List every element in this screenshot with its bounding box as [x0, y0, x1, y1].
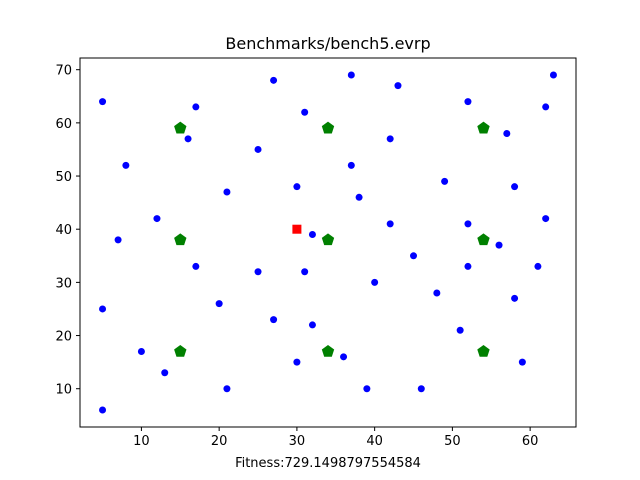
customer-point [355, 193, 363, 201]
customer-point [495, 241, 503, 249]
customer-point [511, 183, 519, 191]
customer-point [99, 406, 107, 414]
x-axis: 10 20 30 40 50 60 [133, 427, 538, 449]
customer-point [192, 103, 200, 111]
customer-point [293, 358, 301, 366]
chart-title: Benchmarks/bench5.evrp [225, 34, 430, 53]
station-point [477, 345, 490, 357]
station-point [321, 121, 335, 134]
y-tick-label: 20 [55, 330, 72, 345]
customer-point [270, 76, 278, 84]
customer-point [542, 215, 550, 223]
customer-point [184, 135, 192, 143]
customer-point [347, 161, 355, 169]
x-tick-label: 50 [444, 434, 461, 449]
customer-point [394, 82, 402, 90]
plot-area [79, 57, 577, 428]
customer-point [223, 385, 231, 393]
customer-point [270, 316, 278, 324]
station-point [321, 345, 335, 357]
customer-point [122, 161, 130, 169]
customer-point [534, 262, 542, 270]
customer-point [542, 103, 550, 111]
customer-point [456, 326, 464, 334]
x-tick-label: 30 [289, 434, 306, 449]
station-point [321, 233, 335, 246]
station-point [174, 233, 187, 246]
customer-point [410, 252, 418, 260]
customer-point [340, 353, 348, 361]
customer-point [464, 220, 472, 228]
customer-point [161, 369, 169, 377]
customer-point [308, 321, 316, 329]
customer-point [254, 268, 262, 276]
customer-point [518, 358, 526, 366]
customer-point [215, 300, 223, 308]
station-point [174, 345, 187, 357]
customer-point [192, 262, 200, 270]
customer-point [371, 278, 379, 286]
customer-point [308, 231, 316, 239]
customer-point [301, 108, 309, 116]
customer-point [363, 385, 371, 393]
y-tick-label: 30 [55, 276, 72, 291]
customer-point [549, 71, 557, 79]
y-tick-label: 60 [55, 117, 72, 132]
customer-point [153, 215, 161, 223]
customer-point [114, 236, 122, 244]
y-tick-label: 40 [55, 223, 72, 238]
customer-point [254, 145, 262, 153]
customer-point [223, 188, 231, 196]
y-tick-label: 70 [55, 64, 72, 79]
customer-point [293, 183, 301, 191]
x-tick-label: 10 [133, 434, 150, 449]
customer-point [464, 98, 472, 106]
x-tick-label: 60 [522, 434, 539, 449]
customer-point [137, 347, 145, 355]
customer-point [441, 177, 449, 185]
y-tick-label: 50 [55, 170, 72, 185]
depot-point [292, 224, 302, 234]
x-axis-label: Fitness:729.1498797554584 [235, 456, 421, 471]
x-tick-label: 20 [211, 434, 228, 449]
x-tick-label: 40 [366, 434, 383, 449]
customer-point [417, 385, 425, 393]
station-point [477, 233, 490, 246]
customer-point [433, 289, 441, 297]
station-point [477, 121, 490, 134]
customer-point [386, 135, 394, 143]
customer-point [347, 71, 355, 79]
customer-point [386, 220, 394, 228]
customer-point [99, 98, 107, 106]
customer-point [99, 305, 107, 313]
y-tick-label: 10 [55, 383, 72, 398]
y-axis: 10 20 30 40 50 60 70 [55, 64, 80, 398]
customer-point [301, 268, 309, 276]
station-point [174, 121, 187, 134]
customer-point [503, 130, 511, 138]
customer-point [511, 294, 519, 302]
customer-point [464, 262, 472, 270]
